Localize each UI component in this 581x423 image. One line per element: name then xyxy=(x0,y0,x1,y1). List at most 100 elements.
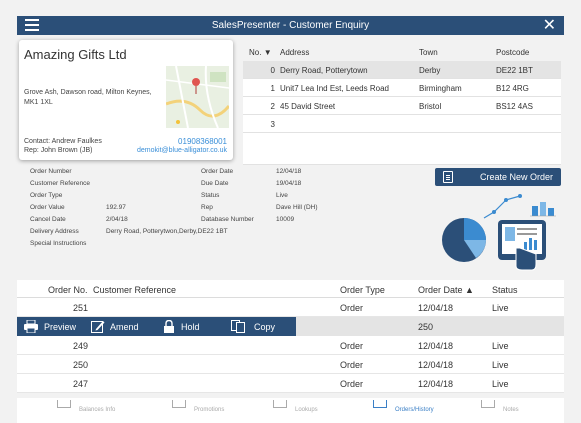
orders-table-header: Order No. Customer Reference Order Type … xyxy=(17,280,564,298)
address-row-no: 0 xyxy=(270,66,275,75)
tab-label: Lookups xyxy=(295,407,318,413)
order-status: Live xyxy=(492,303,509,313)
order-no-header[interactable]: Order No. xyxy=(48,285,88,295)
address-row-postcode: BS12 4AS xyxy=(496,102,533,111)
order-date-header[interactable]: Order Date ▲ xyxy=(418,285,474,295)
order-date: 12/04/18 xyxy=(418,341,454,351)
email-link[interactable]: demokit@blue-alligator.co.uk xyxy=(137,147,227,154)
map-thumbnail[interactable] xyxy=(166,66,229,128)
due-date: 19/04/18 xyxy=(276,180,302,187)
order-date: 12/04/18 xyxy=(418,360,454,370)
address-list-header: No. ▼ Address Town Postcode xyxy=(243,43,561,61)
orders-history-icon xyxy=(373,400,387,408)
title-bar: SalesPresenter - Customer Enquiry ✕ xyxy=(17,16,564,35)
copy-icon xyxy=(231,320,246,335)
status-label: Status xyxy=(201,192,220,199)
sort-asc-icon: ▲ xyxy=(465,285,474,295)
address-row-no: 1 xyxy=(270,84,275,93)
delivery-address-list: No. ▼ Address Town Postcode 0 Derry Road… xyxy=(243,43,561,165)
address-row-address: 45 David Street xyxy=(280,102,336,111)
create-new-order-label: Create New Order xyxy=(479,172,553,182)
hamburger-menu-icon[interactable] xyxy=(25,19,39,31)
order-type: Order xyxy=(340,360,364,370)
address-no-header[interactable]: No. ▼ xyxy=(249,48,272,57)
contact-name: Contact: Andrew Faulkes xyxy=(24,138,102,145)
order-date: 12/04/18 xyxy=(418,303,454,313)
order-no: 251 xyxy=(73,303,89,313)
copy-label: Copy xyxy=(254,322,276,332)
amend-label: Amend xyxy=(110,322,139,332)
amend-button[interactable]: Amend xyxy=(85,317,157,336)
address-row-town: Derby xyxy=(419,66,441,75)
promotions-icon xyxy=(172,400,186,408)
edit-icon xyxy=(91,320,105,335)
address-row-town: Bristol xyxy=(419,102,442,111)
hold-label: Hold xyxy=(181,322,200,332)
postcode-header[interactable]: Postcode xyxy=(496,48,530,57)
order-date-label: Order Date xyxy=(201,168,234,175)
address-row-town: Birmingham xyxy=(419,84,462,93)
customer-name: Amazing Gifts Ltd xyxy=(24,47,127,62)
address-row-no: 3 xyxy=(270,120,275,129)
order-row[interactable]: 247 Order 12/04/18 Live xyxy=(17,374,564,393)
document-icon xyxy=(443,171,453,183)
order-type-header[interactable]: Order Type xyxy=(340,285,385,295)
tab-label: Promotions xyxy=(194,407,225,413)
balances-icon xyxy=(57,400,71,408)
due-date-label: Due Date xyxy=(201,180,229,187)
window-title: SalesPresenter - Customer Enquiry xyxy=(211,20,370,31)
order-value: 192.97 xyxy=(106,204,126,211)
hold-button[interactable]: Hold xyxy=(157,317,225,336)
order-type: Order xyxy=(340,303,364,313)
order-status: Live xyxy=(492,379,509,389)
order-date: 12/04/18 xyxy=(276,168,302,175)
special-instructions-label: Special Instructions xyxy=(30,240,87,247)
order-value-label: Order Value xyxy=(30,204,65,211)
address-row-no: 2 xyxy=(270,102,275,111)
phone-link[interactable]: 01908368001 xyxy=(178,137,227,146)
customer-reference-header[interactable]: Customer Reference xyxy=(93,285,177,295)
preview-label: Preview xyxy=(44,322,77,332)
database-number-label: Database Number xyxy=(201,216,254,223)
address-row[interactable]: 1 Unit7 Lea Ind Est, Leeds Road Birmingh… xyxy=(243,79,561,97)
close-icon[interactable]: ✕ xyxy=(542,17,556,34)
order-row[interactable]: 250 Order 12/04/18 Live xyxy=(17,355,564,374)
order-status: Live xyxy=(492,341,509,351)
cancel-date: 2/04/18 xyxy=(106,216,128,223)
order-date: 12/04/18 xyxy=(418,379,454,389)
delivery-address: Derry Road, Potterytwon,Derby,DE22 1BT xyxy=(106,228,228,235)
town-header[interactable]: Town xyxy=(419,48,438,57)
customer-reference-label: Customer Reference xyxy=(30,180,90,187)
address-row[interactable]: 2 45 David Street Bristol BS12 4AS xyxy=(243,97,561,115)
address-header[interactable]: Address xyxy=(280,48,310,57)
customer-card: Amazing Gifts Ltd Grove Ash, Dawson road… xyxy=(19,40,233,160)
rep-value: Dave Hill (DH) xyxy=(276,204,318,211)
printer-icon xyxy=(23,319,39,335)
order-status: Live xyxy=(492,360,509,370)
order-actions-bar: Preview Amend Hold xyxy=(17,317,296,336)
order-no: 247 xyxy=(73,379,89,389)
delivery-address-label: Delivery Address xyxy=(30,228,79,235)
address-row[interactable]: 3 xyxy=(243,115,561,133)
tab-label: Notes xyxy=(503,407,519,413)
rep-name: Rep: John Brown (JB) xyxy=(24,147,93,154)
order-row[interactable]: 251 Order 12/04/18 Live xyxy=(17,298,564,317)
cancel-date-label: Cancel Date xyxy=(30,216,66,223)
order-type: Order xyxy=(340,379,364,389)
order-no: 250 xyxy=(418,322,434,332)
create-new-order-button[interactable]: Create New Order xyxy=(435,168,561,186)
address-row-postcode: DE22 1BT xyxy=(496,66,533,75)
address-row[interactable]: 0 Derry Road, Potterytown Derby DE22 1BT xyxy=(243,61,561,79)
preview-button[interactable]: Preview xyxy=(17,317,85,336)
order-row[interactable]: 249 Order 12/04/18 Live xyxy=(17,336,564,355)
copy-button[interactable]: Copy xyxy=(225,317,296,336)
order-no: 249 xyxy=(73,341,89,351)
rep-label: Rep xyxy=(201,204,213,211)
address-row-address: Derry Road, Potterytown xyxy=(280,66,368,75)
status-header[interactable]: Status xyxy=(492,285,518,295)
address-row-address: Unit7 Lea Ind Est, Leeds Road xyxy=(280,84,389,93)
orders-table: Order No. Customer Reference Order Type … xyxy=(17,280,564,393)
order-row-selected[interactable]: Preview Amend Hold xyxy=(17,317,564,336)
order-number-label: Order Number xyxy=(30,168,72,175)
